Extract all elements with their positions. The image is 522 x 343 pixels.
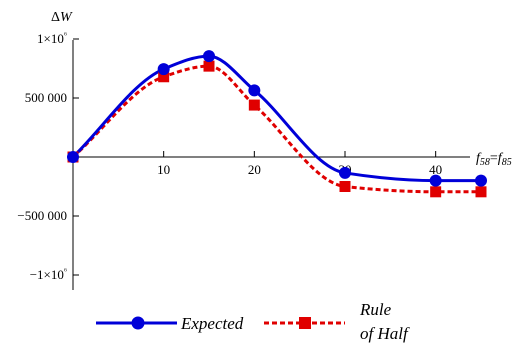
legend-label-rule-of-half-line1: Rule xyxy=(359,300,392,319)
series-markers xyxy=(67,50,487,198)
legend-label-rule-of-half-line2: of Half xyxy=(360,324,410,343)
legend-marker-rule-of-half xyxy=(299,317,311,329)
y-tick-label: −500 000 xyxy=(17,208,67,223)
y-axis-label-var: W xyxy=(60,10,73,25)
data-point-expected xyxy=(157,63,170,76)
data-point-expected xyxy=(475,174,487,187)
legend-entry-expected: Expected xyxy=(96,314,244,333)
data-point-rule-of-half xyxy=(475,186,487,198)
legend: Expected Rule of Half xyxy=(96,300,410,343)
data-point-expected xyxy=(248,84,261,97)
x-axis-label: f58=f85 xyxy=(476,151,512,168)
legend-label-expected: Expected xyxy=(180,314,244,333)
y-tick-label: 1×10⁶ xyxy=(37,30,67,46)
x-tick-label: 10 xyxy=(157,162,170,177)
x-axis-label-var: f xyxy=(476,151,482,166)
x-axis-label-eq: = xyxy=(490,151,498,166)
data-point-rule-of-half xyxy=(203,60,215,72)
series-line-rule-of-half xyxy=(72,64,481,194)
series-lines xyxy=(71,54,481,194)
y-tick-label: −1×10⁶ xyxy=(30,266,67,282)
data-point-rule-of-half xyxy=(339,181,351,192)
y-axis-label-delta: Δ xyxy=(51,10,60,25)
data-point-expected xyxy=(339,166,351,179)
x-axis-label-var-2: f xyxy=(498,151,504,166)
y-tick-label: 500 000 xyxy=(25,90,67,105)
data-point-rule-of-half xyxy=(430,186,442,198)
legend-marker-expected xyxy=(131,316,145,330)
data-point-rule-of-half xyxy=(158,71,170,83)
x-tick-label: 40 xyxy=(429,162,442,177)
data-point-expected xyxy=(429,174,442,187)
data-point-expected xyxy=(203,50,215,63)
data-point-rule-of-half xyxy=(248,99,260,111)
legend-entry-rule-of-half: Rule of Half xyxy=(264,300,410,343)
data-point-expected xyxy=(67,151,79,163)
x-axis-label-sub1: 58 xyxy=(480,157,490,168)
x-tick-label: 20 xyxy=(248,162,261,177)
y-ticks: 1×10⁶ 500 000 −500 000 −1×10⁶ xyxy=(17,30,79,282)
series-line-expected xyxy=(71,54,481,183)
x-axis-label-sub2: 85 xyxy=(502,157,512,168)
y-axis-label: ΔW xyxy=(51,10,73,25)
